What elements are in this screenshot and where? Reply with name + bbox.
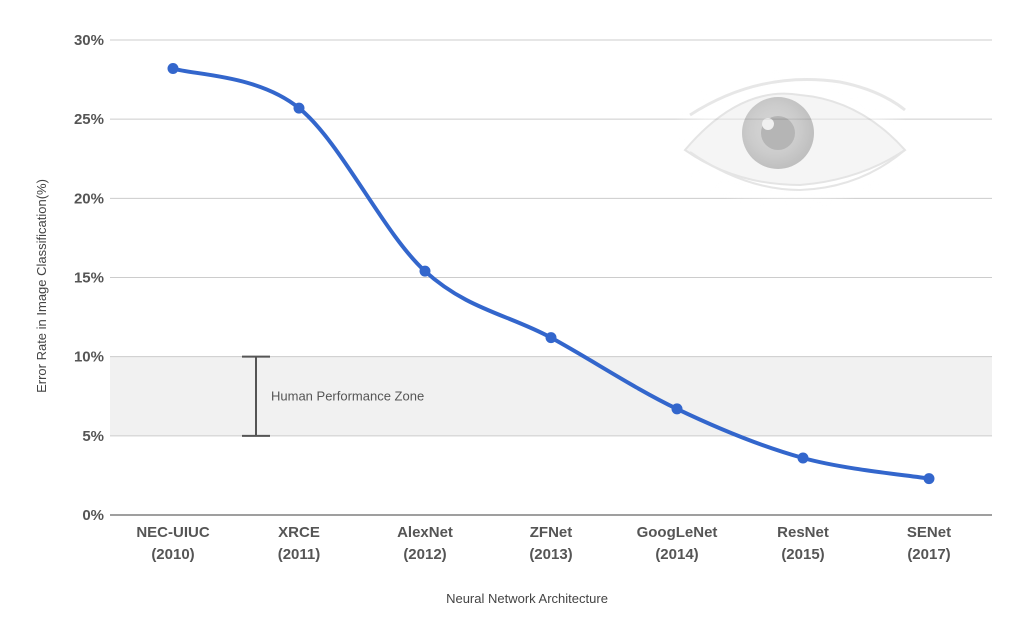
x-tick-label: NEC-UIUC xyxy=(136,524,209,541)
y-tick-label: 10% xyxy=(74,349,104,366)
x-tick-year: (2012) xyxy=(403,546,446,563)
human-zone-band xyxy=(110,356,992,436)
data-point xyxy=(545,332,557,344)
x-tick-year: (2015) xyxy=(781,546,824,563)
data-points xyxy=(167,63,935,485)
y-axis-label: Error Rate in Image Classification(%) xyxy=(34,179,49,393)
x-axis-ticks: NEC-UIUC (2010) XRCE (2011) AlexNet (2012) ZFN… xyxy=(136,524,951,563)
data-point xyxy=(419,265,431,277)
y-tick-label: 0% xyxy=(82,507,104,524)
x-tick-year: (2010) xyxy=(151,546,194,563)
human-zone-marker: Human Performance Zone xyxy=(242,355,424,437)
x-tick-label: GoogLeNet xyxy=(637,524,718,541)
y-tick-label: 30% xyxy=(74,32,104,49)
y-tick-label: 5% xyxy=(82,428,104,445)
x-tick-label: XRCE xyxy=(278,524,320,541)
zone-label: Human Performance Zone xyxy=(271,388,424,403)
x-tick-label: ResNet xyxy=(777,524,829,541)
y-tick-label: 25% xyxy=(74,111,104,128)
x-tick-label: AlexNet xyxy=(397,524,453,541)
x-tick-label: ZFNet xyxy=(530,524,573,541)
human-performance-band xyxy=(110,356,992,436)
data-point xyxy=(167,63,179,74)
x-tick-year: (2017) xyxy=(907,546,950,563)
eye-icon xyxy=(670,66,910,210)
x-axis-label: Neural Network Architecture xyxy=(446,591,608,606)
data-point xyxy=(671,403,683,415)
data-point xyxy=(293,102,305,114)
y-tick-label: 15% xyxy=(74,270,104,287)
y-axis-ticks: 0% 5% 10% 15% 20% 25% 30% xyxy=(74,32,104,524)
data-point xyxy=(797,452,809,464)
x-tick-year: (2013) xyxy=(529,546,572,563)
x-tick-year: (2011) xyxy=(278,546,321,563)
y-tick-label: 20% xyxy=(74,190,104,207)
x-tick-year: (2014) xyxy=(655,546,698,563)
data-point xyxy=(923,473,935,485)
x-tick-label: SENet xyxy=(907,524,951,541)
